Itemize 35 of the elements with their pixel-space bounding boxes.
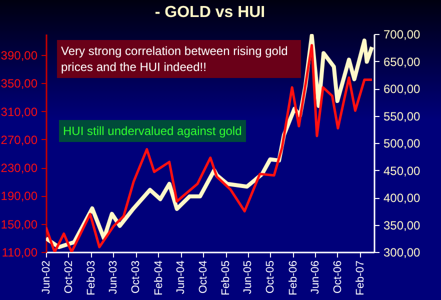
x-tick-label: Jun-02 (40, 260, 52, 294)
y-tick-label: 350,00 (0, 76, 38, 91)
x-tick-label: Feb-05 (220, 260, 232, 296)
y2-tick-label: 650,00 (384, 54, 421, 69)
chart-title: - GOLD vs HUI (154, 4, 266, 21)
y2-tick-label: 700,00 (384, 28, 421, 42)
y-tick-label: 270,00 (0, 132, 38, 147)
y-tick-label: 110,00 (2, 246, 38, 260)
y-tick-label: 310,00 (0, 104, 38, 119)
y-tick-label: 390,00 (0, 48, 38, 63)
x-tick-label: Jun-04 (175, 260, 188, 294)
x-tick-label: Jun-03 (108, 260, 120, 294)
y2-tick-label: 300,00 (384, 246, 421, 260)
y-tick-label: 230,00 (0, 161, 38, 176)
x-tick-label: Jun-06 (309, 260, 322, 294)
x-tick-label: Oct-05 (264, 260, 277, 294)
x-tick-label: Feb-06 (287, 260, 300, 296)
y2-tick-label: 600,00 (384, 82, 421, 96)
y-tick-label: 190,00 (0, 189, 38, 204)
y2-tick-label: 500,00 (384, 136, 421, 150)
x-tick-label: Feb-04 (152, 260, 165, 296)
x-tick-label: Jun-05 (242, 260, 254, 294)
x-tick-label: Feb-07 (354, 260, 367, 296)
y2-tick-label: 350,00 (384, 218, 421, 232)
x-tick-label: Oct-04 (198, 260, 210, 294)
x-tick-label: Oct-06 (332, 260, 344, 294)
annotation: Very strong correlation between rising gold prices and the HUI indeed!! (57, 40, 301, 78)
annotation: HUI still undervalued against gold (59, 120, 246, 142)
y2-tick-label: 550,00 (384, 109, 421, 124)
x-tick-label: Oct-02 (62, 260, 75, 294)
y-tick-label: 150,00 (0, 217, 38, 232)
y2-tick-label: 450,00 (384, 164, 421, 178)
y2-tick-label: 400,00 (384, 191, 421, 205)
x-tick-label: Feb-03 (86, 260, 98, 296)
x-tick-label: Oct-03 (130, 260, 142, 294)
